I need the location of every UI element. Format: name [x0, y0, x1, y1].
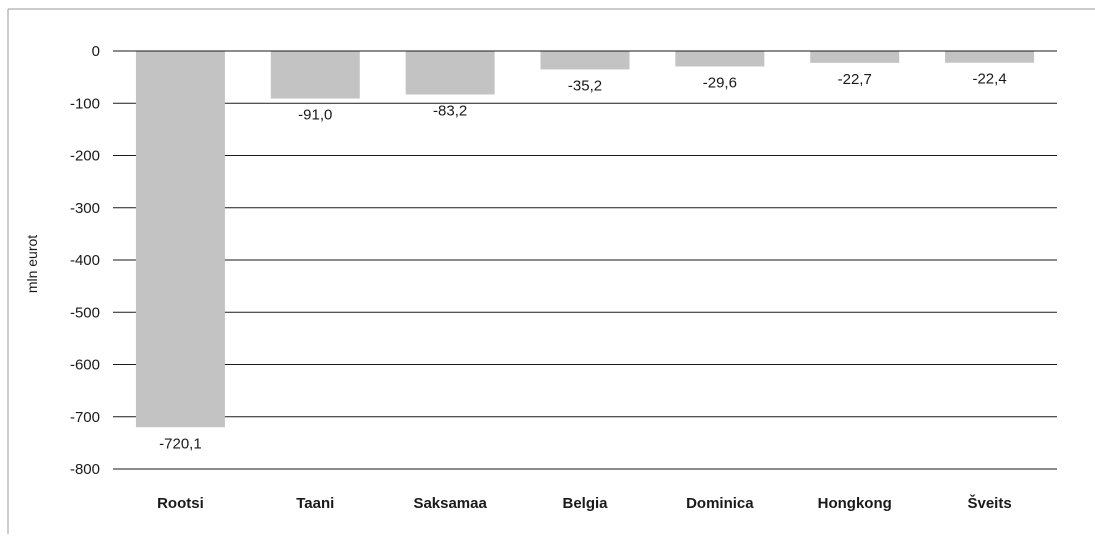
bar: [540, 51, 630, 70]
y-tick-label: 0: [92, 43, 100, 60]
bar: [945, 51, 1035, 63]
y-tick-label: -200: [70, 148, 100, 165]
bar: [675, 51, 765, 67]
bar: [810, 51, 900, 63]
y-tick-label: -100: [70, 95, 100, 112]
x-category-label: Šveits: [967, 494, 1011, 512]
x-category-label: Saksamaa: [413, 495, 487, 512]
y-tick-label: -600: [70, 357, 100, 374]
data-label: -35,2: [568, 77, 602, 94]
data-label: -720,1: [159, 435, 202, 452]
data-label: -22,4: [972, 71, 1006, 88]
y-tick-label: -300: [70, 200, 100, 217]
x-category-label: Taani: [296, 495, 334, 512]
data-label: -83,2: [433, 102, 467, 119]
y-tick-label: -800: [70, 461, 100, 478]
y-tick-label: -500: [70, 304, 100, 321]
x-category-label: Dominica: [686, 495, 754, 512]
bar: [270, 51, 360, 99]
data-label: -29,6: [703, 74, 737, 91]
y-tick-label: -400: [70, 252, 100, 269]
data-label: -91,0: [298, 107, 332, 124]
y-axis-title: mln eurot: [24, 235, 40, 293]
y-tick-label: -700: [70, 409, 100, 426]
bar: [405, 51, 495, 95]
x-category-label: Hongkong: [818, 495, 892, 512]
data-label: -22,7: [838, 71, 872, 88]
bar: [135, 51, 225, 428]
x-category-label: Belgia: [562, 495, 608, 512]
x-category-label: Rootsi: [157, 495, 204, 512]
